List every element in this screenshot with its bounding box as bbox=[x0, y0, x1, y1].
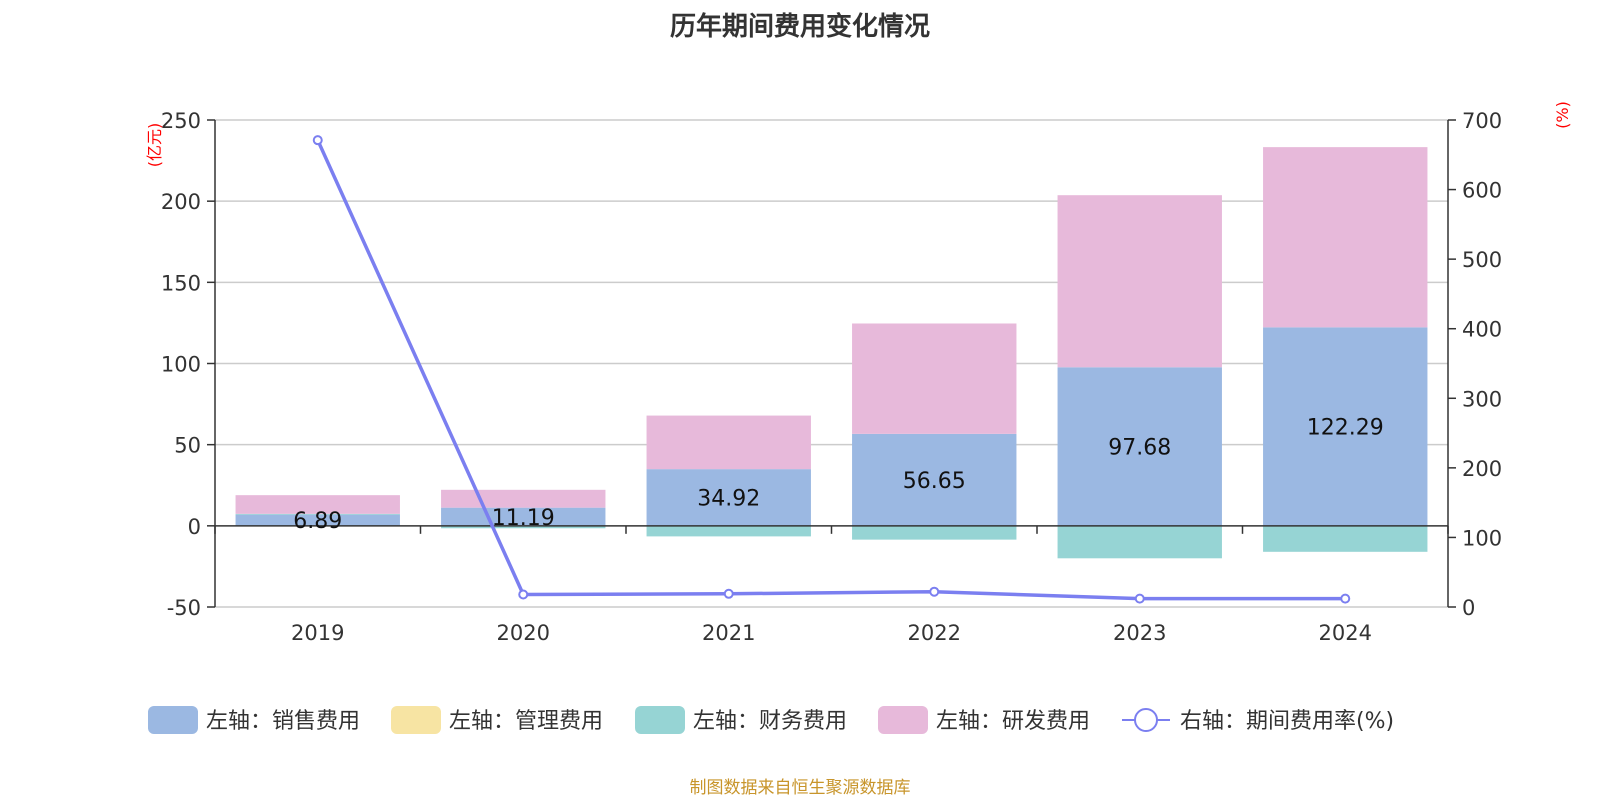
legend-swatch-sales bbox=[148, 706, 198, 734]
bar-finance-2024 bbox=[1263, 525, 1428, 552]
right-tick-label: 0 bbox=[1462, 596, 1475, 620]
line-expense-rate bbox=[316, 139, 1346, 601]
legend-line-marker bbox=[1134, 708, 1158, 732]
legend-label-sales: 左轴：销售费用 bbox=[206, 709, 360, 734]
legend-label-admin: 左轴：管理费用 bbox=[449, 709, 603, 734]
bar-value-label: 122.29 bbox=[1307, 416, 1384, 441]
right-tick-label: 500 bbox=[1462, 248, 1502, 272]
data-labels: 6.89 11.19 34.92 56.65 97.68 122.29 bbox=[293, 416, 1383, 535]
bar-finance-2021 bbox=[646, 525, 811, 537]
right-tick-label: 600 bbox=[1462, 179, 1502, 203]
line-point-2020 bbox=[518, 589, 529, 600]
line-series bbox=[312, 135, 1351, 604]
left-tick-label: 50 bbox=[174, 434, 201, 458]
bar-series bbox=[235, 147, 1428, 559]
bar-rnd-2021 bbox=[646, 415, 811, 470]
bar-finance-2023 bbox=[1057, 525, 1222, 559]
legend[interactable]: 左轴：销售费用 左轴：管理费用 左轴：财务费用 左轴：研发费用 右轴：期间费用率(%) bbox=[148, 706, 1394, 734]
bar-rnd-2019 bbox=[235, 495, 400, 514]
line-point-2021 bbox=[723, 588, 734, 599]
bar-value-label: 6.89 bbox=[293, 509, 342, 534]
bar-sales-2024 bbox=[1263, 327, 1428, 526]
left-tick-label: 200 bbox=[161, 190, 201, 214]
line-point-2022 bbox=[929, 586, 940, 597]
x-tick-label: 2024 bbox=[1319, 621, 1372, 645]
bar-sales-2023 bbox=[1057, 367, 1222, 526]
axes: 2019 2020 2021 2022 2023 2024 -50 0 50 100 150 200 2… bbox=[145, 101, 1572, 645]
chart-title: 历年期间费用变化情况 bbox=[669, 12, 930, 42]
bar-rnd-2024 bbox=[1263, 147, 1428, 328]
right-tick-label: 700 bbox=[1462, 109, 1502, 133]
line-point-2023 bbox=[1134, 593, 1145, 604]
x-tick-label: 2019 bbox=[291, 621, 344, 645]
right-tick-label: 200 bbox=[1462, 457, 1502, 481]
bar-sales-2020 bbox=[441, 507, 606, 526]
bar-finance-2019 bbox=[235, 513, 400, 515]
bar-sales-2021 bbox=[646, 469, 811, 526]
left-tick-label: 0 bbox=[188, 515, 201, 539]
right-tick-label: 400 bbox=[1462, 318, 1502, 342]
legend-label-finance: 左轴：财务费用 bbox=[693, 709, 847, 734]
bar-rnd-2023 bbox=[1057, 195, 1222, 368]
legend-swatch-rnd bbox=[878, 706, 928, 734]
left-axis-unit: (亿元) bbox=[145, 123, 164, 168]
source-note: 制图数据来自恒生聚源数据库 bbox=[689, 778, 911, 798]
bar-value-label: 56.65 bbox=[903, 469, 966, 494]
right-tick-label: 100 bbox=[1462, 526, 1502, 550]
line-point-2024 bbox=[1340, 593, 1351, 604]
bar-value-label: 11.19 bbox=[492, 506, 555, 531]
left-tick-label: 150 bbox=[161, 271, 201, 295]
x-tick-label: 2023 bbox=[1113, 621, 1166, 645]
bar-value-label: 97.68 bbox=[1108, 436, 1171, 461]
bar-sales-2022 bbox=[852, 433, 1017, 526]
legend-swatch-admin bbox=[391, 706, 441, 734]
right-tick-label: 300 bbox=[1462, 387, 1502, 411]
x-tick-label: 2021 bbox=[702, 621, 755, 645]
bar-rnd-2022 bbox=[852, 323, 1017, 434]
bar-value-label: 34.92 bbox=[697, 486, 760, 511]
left-tick-label: 100 bbox=[161, 353, 201, 377]
right-axis-unit: (%) bbox=[1553, 101, 1572, 129]
legend-label-line: 右轴：期间费用率(%) bbox=[1180, 709, 1394, 734]
legend-label-rnd: 左轴：研发费用 bbox=[936, 709, 1090, 734]
legend-swatch-finance bbox=[635, 706, 685, 734]
bar-finance-2020 bbox=[441, 525, 606, 529]
line-point-2019 bbox=[312, 135, 323, 146]
x-tick-label: 2022 bbox=[908, 621, 961, 645]
bar-finance-2022 bbox=[852, 525, 1017, 540]
x-tick-label: 2020 bbox=[497, 621, 550, 645]
left-tick-label: 250 bbox=[161, 109, 201, 133]
bar-sales-2019 bbox=[235, 514, 400, 526]
left-tick-label: -50 bbox=[167, 596, 201, 620]
